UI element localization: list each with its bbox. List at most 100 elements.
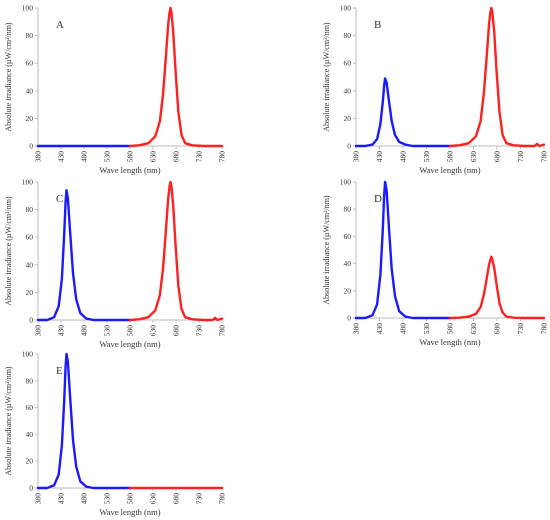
panel-c-x-tick-label: 630: [149, 325, 158, 337]
panel-d-x-tick-label: 480: [399, 323, 408, 335]
panel-b-y-tick-label: 20: [344, 114, 352, 123]
panel-c-y-axis-title: Absolute irradiance (µW/cm²/nm): [4, 196, 13, 306]
panel-c-y-tick-label: 60: [26, 233, 34, 242]
panel-b-y-axis-title: Absolute irradiance (µW/cm²/nm): [322, 22, 331, 132]
panel-b-x-tick-label: 380: [352, 151, 361, 163]
panel-d-x-tick-label: 730: [516, 323, 525, 335]
panel-b-series-red-line: [448, 6, 546, 148]
panel-b-x-tick-label: 480: [399, 151, 408, 163]
panel-d-x-axis-title: Wave length (nm): [419, 337, 480, 347]
panel-d-series-red-line: [448, 255, 546, 320]
panel-e-x-tick-label: 530: [103, 493, 112, 505]
panel-d-y-tick-label: 100: [340, 178, 352, 187]
panel-c-y-tick-label: 80: [26, 205, 34, 214]
panel-a-series-red-line: [128, 6, 224, 148]
panel-c-x-tick-label: 480: [80, 325, 89, 337]
panel-d-x-tick-label: 380: [352, 323, 361, 335]
panel-e-y-tick-label: 60: [26, 403, 34, 412]
panel-a-x-tick-label: 530: [103, 151, 112, 163]
panel-a-y-axis-title: Absolute irradiance (µW/cm²/nm): [4, 22, 13, 132]
panel-b-x-axis-title: Wave length (nm): [419, 165, 480, 175]
panel-d-x-tick-label: 680: [493, 323, 502, 335]
panel-d-y-tick-label: 60: [344, 232, 352, 241]
panel-a-y-tick-label: 20: [26, 114, 34, 123]
panel-c-x-tick-label: 780: [218, 325, 227, 337]
panel-d-x-tick-label: 780: [540, 323, 549, 335]
panel-b-x-tick-label: 780: [540, 151, 549, 163]
panel-e-y-tick-label: 20: [26, 457, 34, 466]
panel-b-x-tick-label: 430: [375, 151, 384, 163]
panel-e-letter: E: [56, 365, 63, 377]
panel-e-x-tick-label: 680: [172, 493, 181, 505]
panel-c-y-tick-label: 40: [26, 260, 34, 269]
panel-a-x-tick-label: 680: [172, 151, 181, 163]
panel-b-x-tick-label: 730: [516, 151, 525, 163]
panel-a-x-tick-label: 480: [80, 151, 89, 163]
panel-e-y-axis-title: Absolute irradiance (µW/cm²/nm): [4, 366, 13, 476]
panel-e-x-tick-label: 730: [195, 493, 204, 505]
panel-b-y-tick-label: 80: [344, 31, 352, 40]
panel-a-x-tick-label: 380: [34, 151, 43, 163]
panel-d-y-axis-title: Absolute irradiance (µW/cm²/nm): [322, 195, 331, 305]
panel-e-x-tick-label: 480: [80, 493, 89, 505]
panel-c-x-tick-label: 430: [57, 325, 66, 337]
panel-d-series-blue-line: [354, 180, 452, 320]
panel-a-y-tick-label: 60: [26, 59, 34, 68]
panel-e-y-tick-label: 40: [26, 430, 34, 439]
panel-b-x-tick-label: 630: [469, 151, 478, 163]
panel-e-x-axis-title: Wave length (nm): [99, 507, 160, 517]
panel-c-series-blue-line: [36, 189, 132, 322]
panel-e-x-tick-label: 630: [149, 493, 158, 505]
panel-c-x-tick-label: 580: [126, 325, 135, 337]
panel-c-y-tick-label: 100: [22, 178, 34, 187]
panel-a-x-tick-label: 730: [195, 151, 204, 163]
panel-e-x-tick-label: 380: [34, 493, 43, 505]
panel-b-x-tick-label: 580: [446, 151, 455, 163]
panel-c: 0 20 40 60 80 100 380 430 480 530 580 630 680 730 780 C…: [4, 178, 227, 350]
panel-b-y-tick-label: 0: [347, 142, 351, 151]
panel-c-y-tick-label: 0: [29, 316, 33, 325]
panel-a-y-tick-label: 80: [26, 31, 34, 40]
panel-e-y-tick-label: 80: [26, 376, 34, 385]
panel-d-y-tick-label: 40: [344, 259, 352, 268]
panel-e-series-blue-line: [36, 352, 132, 490]
panel-e-x-tick-label: 780: [218, 493, 227, 505]
panel-c-x-tick-label: 730: [195, 325, 204, 337]
panel-a-y-tick-label: 100: [22, 4, 34, 13]
panel-a-letter: A: [56, 19, 64, 31]
panel-b-y-tick-label: 60: [344, 59, 352, 68]
panel-a-x-axis-title: Wave length (nm): [99, 165, 160, 175]
panel-a: 0 20 40 60 80 100 380 430 480 530 580 630 680 730 780 A…: [4, 4, 227, 176]
panel-c-series-red-line: [128, 180, 224, 322]
panel-b-x-tick-label: 530: [422, 151, 431, 163]
panel-d: 0 20 40 60 80 100 380 430 480 530 580 630 680 730 780 D…: [322, 178, 549, 348]
panel-a-x-tick-label: 630: [149, 151, 158, 163]
panel-d-x-tick-label: 430: [375, 323, 384, 335]
panel-e-y-tick-label: 0: [29, 484, 33, 493]
panel-a-y-tick-label: 40: [26, 86, 34, 95]
panel-a-x-tick-label: 580: [126, 151, 135, 163]
panel-d-y-tick-label: 80: [344, 205, 352, 214]
panel-c-x-axis-title: Wave length (nm): [99, 339, 160, 349]
panel-e: 0 20 40 60 80 100 380 430 480 530 580 630 680 730 780 E…: [4, 350, 227, 518]
panel-d-x-tick-label: 580: [446, 323, 455, 335]
panel-c-letter: C: [56, 193, 63, 205]
panel-e-x-tick-label: 430: [57, 493, 66, 505]
panel-c-x-tick-label: 530: [103, 325, 112, 337]
panel-e-y-tick-label: 100: [22, 350, 34, 359]
panel-b-letter: B: [374, 19, 381, 31]
panel-a-x-tick-label: 780: [218, 151, 227, 163]
panel-d-y-tick-label: 0: [347, 314, 351, 323]
panel-d-x-tick-label: 530: [422, 323, 431, 335]
panel-a-x-tick-label: 430: [57, 151, 66, 163]
panel-b-series-blue-line: [354, 77, 452, 148]
panel-c-x-tick-label: 380: [34, 325, 43, 337]
panel-b-y-tick-label: 40: [344, 86, 352, 95]
panel-d-y-tick-label: 20: [344, 286, 352, 295]
panel-d-x-tick-label: 630: [469, 323, 478, 335]
panel-b: 0 20 40 60 80 100 380 430 480 530 580 630 680 730 780 B…: [322, 4, 549, 176]
panel-c-y-tick-label: 20: [26, 288, 34, 297]
panel-c-x-tick-label: 680: [172, 325, 181, 337]
panel-e-x-tick-label: 580: [126, 493, 135, 505]
